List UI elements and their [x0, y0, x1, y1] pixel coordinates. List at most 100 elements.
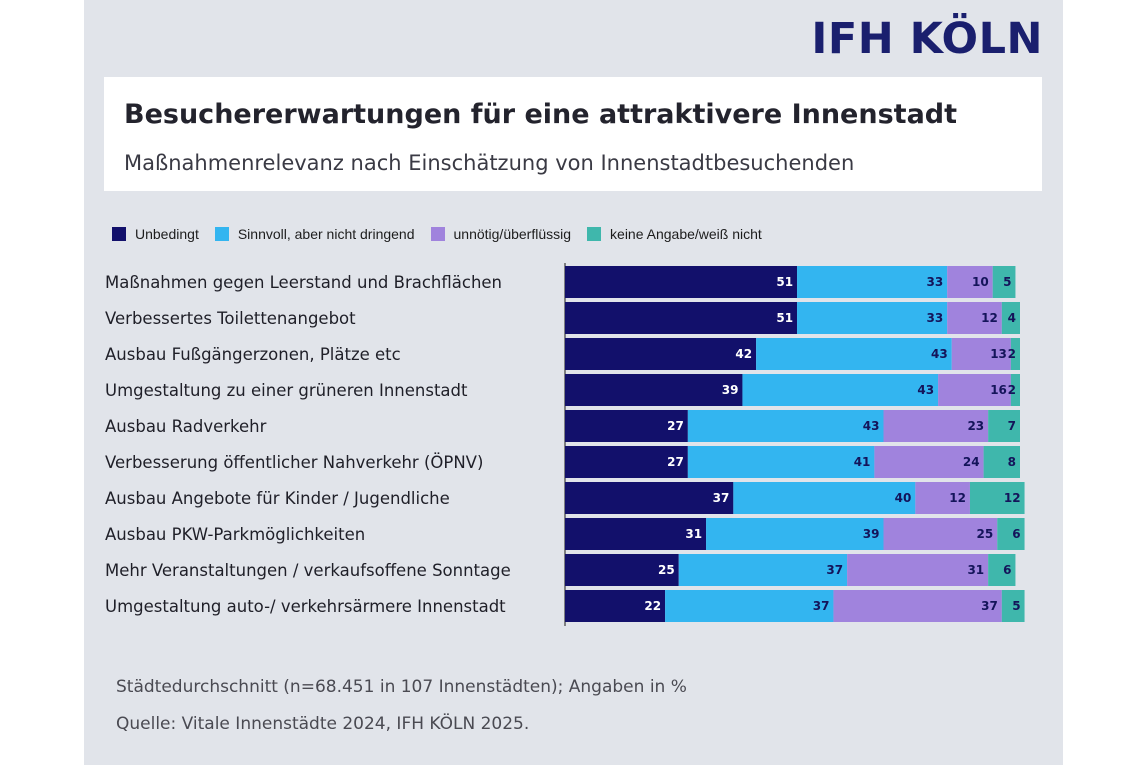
data-label: 5: [1003, 275, 1011, 289]
data-label: 42: [735, 347, 752, 361]
bar-segment: [687, 446, 875, 478]
data-label: 33: [926, 311, 943, 325]
legend-item-unbedingt: Unbedingt: [112, 226, 199, 242]
bar-segment: [988, 410, 1020, 442]
legend-label: keine Angabe/weiß nicht: [610, 226, 762, 242]
footnote-sample: Städtedurchschnitt (n=68.451 in 107 Inne…: [116, 677, 687, 697]
legend-swatch: [587, 227, 602, 241]
bar-segment: [565, 590, 666, 622]
legend-swatch: [430, 227, 445, 241]
data-label: 12: [981, 311, 998, 325]
bar-segment: [565, 374, 743, 406]
data-label: 31: [967, 563, 984, 577]
data-label: 24: [963, 455, 980, 469]
bar-segment: [797, 302, 948, 334]
data-label: 5: [1012, 599, 1020, 613]
bar-segment: [678, 554, 848, 586]
bar-segment: [706, 518, 884, 550]
bar-segment: [883, 518, 998, 550]
category-label: Umgestaltung auto-/ verkehrsärmere Innen…: [105, 597, 506, 616]
legend-label: Sinnvoll, aber nicht dringend: [237, 226, 415, 242]
data-label: 22: [644, 599, 661, 613]
bar-segment: [951, 338, 1011, 370]
bar-segment: [992, 266, 1016, 298]
data-label: 7: [1008, 419, 1016, 433]
ifh-logo: IFH KÖLN: [811, 14, 1043, 64]
data-label: 39: [722, 383, 739, 397]
stacked-bar-chart: Maßnahmen gegen Leerstand und Brachfläch…: [105, 263, 1025, 626]
data-label: 41: [854, 455, 871, 469]
data-label: 43: [863, 419, 880, 433]
bar-segment: [756, 338, 952, 370]
bar-segment: [797, 266, 948, 298]
legend-label: unnötig/überflüssig: [453, 226, 572, 242]
footnote-source: Quelle: Vitale Innenstädte 2024, IFH KÖL…: [116, 714, 530, 734]
category-label: Mehr Veranstaltungen / verkaufsoffene So…: [105, 561, 511, 580]
legend-item-unnoetig: unnötig/überflüssig: [430, 226, 572, 242]
chart-subtitle: Maßnahmenrelevanz nach Einschätzung von …: [124, 151, 855, 175]
bar-segment: [969, 482, 1025, 514]
chart-panel: IFH KÖLN Besuchererwartungen für eine at…: [84, 0, 1063, 765]
legend-swatch: [112, 227, 126, 241]
data-label: 37: [826, 563, 843, 577]
category-label: Verbesserung öffentlicher Nahverkehr (ÖP…: [105, 453, 483, 472]
legend-label: Unbedingt: [135, 226, 199, 242]
bar-segment: [988, 554, 1016, 586]
data-label: 33: [926, 275, 943, 289]
bar-segment: [833, 590, 1002, 622]
legend-item-sinnvoll: Sinnvoll, aber nicht dringend: [214, 226, 415, 242]
bar-segment: [565, 518, 707, 550]
category-label: Ausbau Angebote für Kinder / Jugendliche: [105, 489, 450, 508]
data-label: 37: [713, 491, 730, 505]
data-label: 27: [667, 455, 684, 469]
legend-item-keine-angabe: keine Angabe/weiß nicht: [587, 226, 762, 242]
chart-title: Besuchererwartungen für eine attraktiver…: [124, 99, 958, 130]
bar-segment: [874, 446, 984, 478]
data-label: 6: [1012, 527, 1020, 541]
bar-segment: [565, 554, 679, 586]
bar-segment: [565, 410, 688, 442]
category-label: Umgestaltung zu einer grüneren Innenstad…: [105, 381, 468, 400]
category-label: Verbessertes Toilettenangebot: [105, 309, 356, 328]
data-label: 16: [990, 383, 1007, 397]
data-label: 12: [1004, 491, 1021, 505]
data-label: 8: [1008, 455, 1016, 469]
bar-segment: [665, 590, 834, 622]
bar-segment: [565, 446, 688, 478]
bar-segment: [883, 410, 989, 442]
bar-segment: [565, 482, 734, 514]
data-label: 12: [949, 491, 966, 505]
bar-segment: [915, 482, 970, 514]
bar-segment: [565, 266, 798, 298]
category-label: Ausbau PKW-Parkmöglichkeiten: [105, 525, 365, 544]
bar-segment: [742, 374, 939, 406]
data-label: 37: [981, 599, 998, 613]
category-label: Ausbau Fußgängerzonen, Plätze etc: [105, 345, 401, 364]
data-label: 6: [1003, 563, 1011, 577]
bar-segment: [947, 302, 1002, 334]
bar-segment: [947, 266, 993, 298]
data-label: 25: [977, 527, 994, 541]
data-label: 51: [776, 311, 793, 325]
data-label: 43: [931, 347, 948, 361]
data-label: 27: [667, 419, 684, 433]
bar-segment: [1010, 338, 1020, 370]
data-label: 25: [658, 563, 675, 577]
data-label: 2: [1008, 383, 1016, 397]
data-label: 10: [972, 275, 989, 289]
bar-segment: [1010, 374, 1020, 406]
data-label: 51: [776, 275, 793, 289]
bar-segment: [847, 554, 989, 586]
data-label: 37: [813, 599, 830, 613]
title-box: Besuchererwartungen für eine attraktiver…: [104, 77, 1042, 191]
bar-segment: [1001, 302, 1020, 334]
data-label: 13: [990, 347, 1007, 361]
data-label: 31: [685, 527, 702, 541]
bar-segment: [983, 446, 1020, 478]
bar-segment: [997, 518, 1025, 550]
bar-segment: [565, 338, 757, 370]
data-label: 39: [863, 527, 880, 541]
data-label: 40: [895, 491, 912, 505]
data-label: 4: [1008, 311, 1016, 325]
data-label: 23: [967, 419, 984, 433]
